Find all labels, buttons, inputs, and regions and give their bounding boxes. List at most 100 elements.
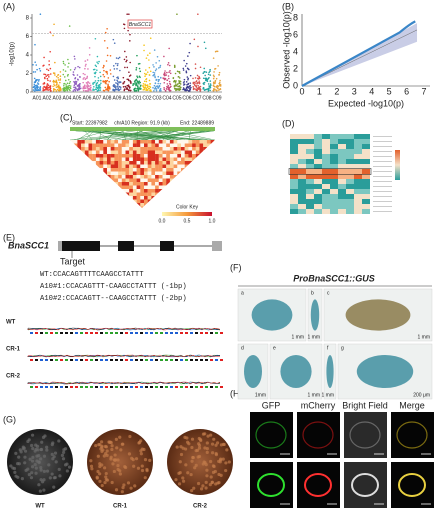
snp-dot [76, 74, 79, 76]
snp-dot [158, 84, 161, 87]
base-call [60, 386, 63, 388]
ld-cell [195, 164, 200, 169]
snp-dot [142, 88, 145, 91]
ld-cell [84, 189, 89, 193]
ld-cell [103, 150, 108, 155]
snp-dot [170, 85, 172, 88]
ld-cell [199, 178, 204, 183]
base-call [110, 386, 113, 388]
seed [189, 472, 193, 477]
seed [193, 466, 197, 470]
seed [36, 448, 40, 452]
snp-dot [57, 89, 60, 92]
ld-cell [84, 168, 89, 172]
ld-cell [70, 182, 74, 186]
heat-cell [298, 199, 306, 204]
ld-cell [199, 182, 204, 186]
y-tick-label: 0 [293, 80, 298, 90]
ld-cell [132, 178, 137, 183]
ld-cell [206, 154, 211, 158]
ld-cell [110, 164, 115, 169]
snp-dot [54, 74, 56, 76]
ld-cell [155, 189, 159, 193]
ld-cell [214, 185, 215, 190]
snp-dot [73, 81, 76, 84]
snp-dot [188, 85, 190, 88]
snp-dot [212, 89, 215, 92]
snp-dot [176, 70, 179, 73]
ld-cell [73, 154, 78, 158]
ld-cell [192, 189, 196, 193]
ld-cell [181, 199, 185, 204]
snp-dot [87, 68, 89, 70]
ld-cell [114, 157, 119, 162]
heat-cell [314, 134, 322, 139]
snp-dot [45, 88, 47, 91]
ld-cell [99, 196, 104, 200]
x-axis-label: Expected -log10(p) [328, 98, 404, 108]
snp-dot [124, 50, 126, 53]
ld-cell [210, 192, 215, 197]
ld-cell [195, 168, 200, 172]
ld-cell [129, 185, 133, 190]
snp-dot [59, 86, 61, 89]
ld-cell [129, 196, 133, 200]
base-call [215, 359, 218, 361]
cell [396, 421, 428, 449]
snp-dot [213, 88, 215, 90]
snp-dot [86, 75, 89, 78]
ld-cell [206, 171, 211, 176]
ld-cell [121, 178, 126, 183]
snp-dot [78, 88, 81, 91]
base-call [100, 332, 103, 334]
snp-dot [164, 78, 167, 80]
seed [179, 445, 183, 449]
snp-dot [178, 80, 180, 82]
snp-dot [62, 87, 64, 90]
ld-cell [158, 161, 163, 165]
ld-cell [107, 192, 111, 197]
snp-dot [89, 84, 92, 87]
heat-cell [346, 194, 354, 199]
ld-cell [147, 203, 152, 207]
ld-cell [92, 140, 96, 144]
ld-cell [99, 206, 104, 208]
seed [205, 441, 209, 445]
ld-cell [88, 206, 93, 208]
ld-cell [210, 185, 215, 190]
ld-cell [88, 178, 93, 183]
key-tick: 0.0 [159, 218, 166, 224]
snp-dot [203, 67, 206, 70]
ld-cell [92, 196, 96, 200]
snp-dot [67, 66, 69, 68]
ld-cell [140, 171, 145, 176]
snp-dot [84, 65, 87, 67]
ld-cell [162, 189, 167, 193]
snp-dot [112, 85, 115, 87]
snp-dot [103, 69, 105, 72]
snp-dot [148, 79, 151, 82]
ld-cell [107, 185, 111, 190]
snp-dot [123, 88, 126, 91]
ld-cell [214, 143, 215, 148]
ld-cell [77, 199, 82, 204]
ld-cell [84, 140, 89, 144]
ld-cell [125, 185, 130, 190]
ld-cell [177, 150, 182, 155]
snp-dot [204, 89, 206, 91]
heat-cell [330, 194, 338, 199]
ld-cell [181, 182, 185, 186]
snp-dot [78, 85, 80, 88]
snp-dot [113, 79, 116, 81]
ld-cell [169, 161, 174, 165]
subpanel-letter: a [241, 290, 244, 296]
snp-dot [64, 79, 67, 82]
ld-cell [140, 143, 145, 148]
snp-dot [52, 80, 54, 83]
snp-dot [113, 42, 116, 44]
snp-dot [168, 80, 171, 83]
snp-dot [77, 65, 79, 68]
ld-cell [177, 147, 182, 151]
snp-dot [62, 69, 65, 71]
snp-dot [94, 80, 97, 82]
